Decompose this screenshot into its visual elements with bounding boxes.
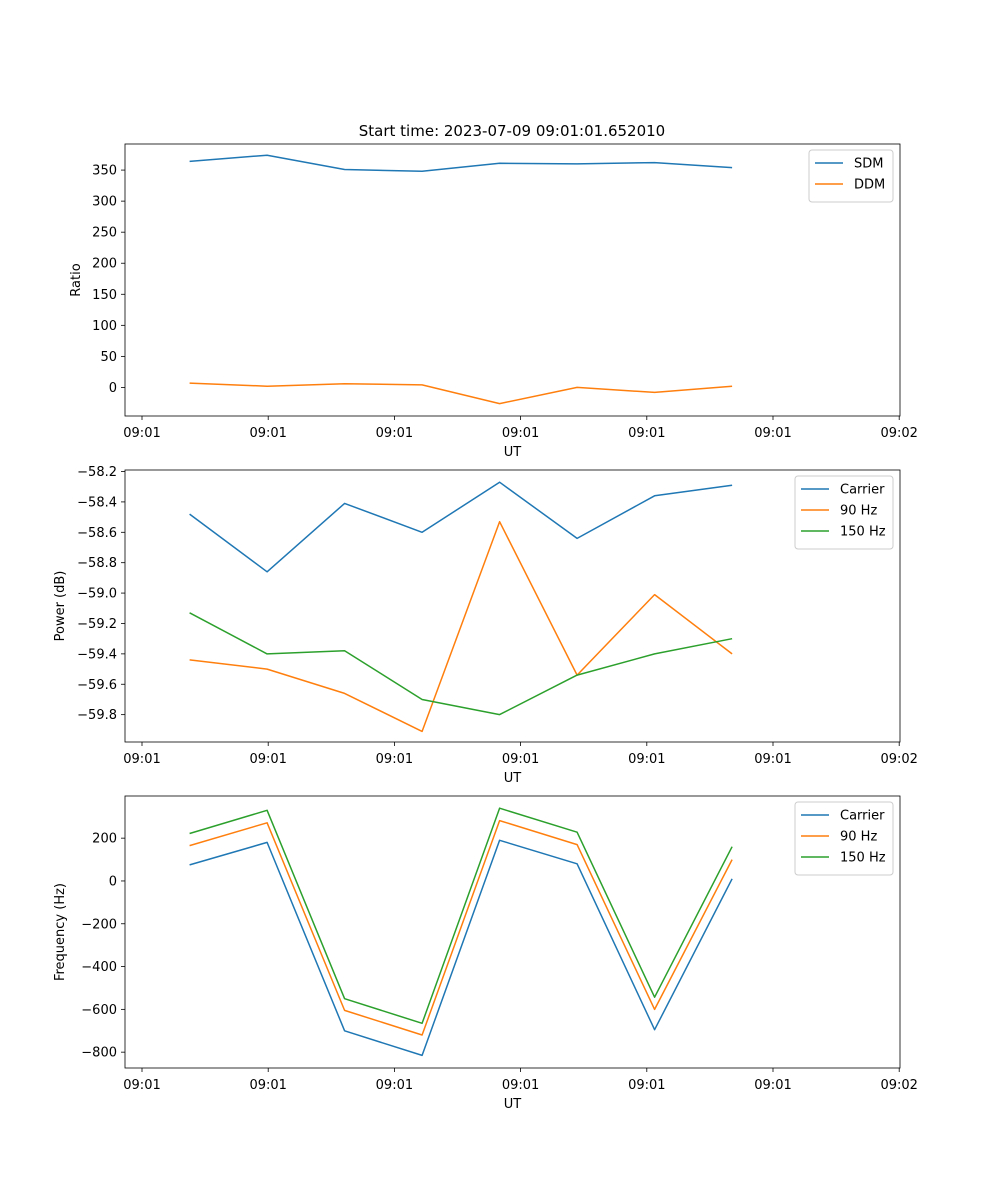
series-line-150-hz <box>189 612 733 716</box>
y-axis-label: Frequency (Hz) <box>53 883 68 981</box>
y-tick-label: −600 <box>81 1003 117 1018</box>
legend-label: SDM <box>854 157 883 172</box>
chart-panel-2: 09:01 09:01 09:01 09:01 09:01 09:01 09:02 UT −59… <box>53 465 918 786</box>
x-tick-label: 09:01 <box>502 426 539 441</box>
x-tick-label: 09:01 <box>376 1078 413 1093</box>
legend-label: 150 Hz <box>840 525 886 540</box>
x-tick-label: 09:01 <box>123 426 160 441</box>
legend: Carrier 90 Hz 150 Hz <box>794 801 894 876</box>
y-tick-label: 150 <box>92 288 117 303</box>
y-tick-label: 50 <box>100 350 117 365</box>
legend-label: 150 Hz <box>840 851 886 866</box>
series-line-90-hz <box>189 520 733 733</box>
y-tick-label: −59.8 <box>77 708 117 723</box>
y-tick-label: −59.0 <box>77 587 117 602</box>
y-tick-label: −58.6 <box>77 526 117 541</box>
x-tick-label: 09:01 <box>249 426 286 441</box>
legend-label: Carrier <box>840 809 885 824</box>
x-axis-label: UT <box>504 771 522 786</box>
chart-panel-1: 09:01 09:01 09:01 09:01 09:01 09:01 09:02 UT 0 50… <box>69 143 918 460</box>
legend-label: 90 Hz <box>840 830 877 845</box>
x-tick-label: 09:02 <box>880 1078 917 1093</box>
x-tick-label: 09:01 <box>502 1078 539 1093</box>
x-tick-label: 09:01 <box>628 752 665 767</box>
y-axis: 0 50 100 150 200 250 300 350 <box>92 164 125 396</box>
y-tick-label: −200 <box>81 917 117 932</box>
legend: Carrier 90 Hz 150 Hz <box>794 475 894 550</box>
x-tick-label: 09:01 <box>754 752 791 767</box>
y-tick-label: 0 <box>109 874 117 889</box>
x-axis: 09:01 09:01 09:01 09:01 09:01 09:01 09:02 <box>123 742 918 767</box>
x-tick-label: 09:01 <box>628 1078 665 1093</box>
y-axis-label: Ratio <box>69 263 84 296</box>
x-tick-label: 09:01 <box>628 426 665 441</box>
x-tick-label: 09:01 <box>376 752 413 767</box>
y-tick-label: −800 <box>81 1046 117 1061</box>
x-tick-label: 09:01 <box>754 426 791 441</box>
x-tick-label: 09:01 <box>502 752 539 767</box>
plot-frame <box>124 795 901 1069</box>
y-axis: −800 −600 −400 −200 0 200 <box>81 832 125 1061</box>
legend-label: Carrier <box>840 483 885 498</box>
y-tick-label: −59.4 <box>77 647 117 662</box>
y-tick-label: 200 <box>92 257 117 272</box>
y-tick-label: 350 <box>92 164 117 179</box>
y-tick-label: −58.4 <box>77 495 117 510</box>
x-tick-label: 09:01 <box>249 752 286 767</box>
x-axis: 09:01 09:01 09:01 09:01 09:01 09:01 09:02 <box>123 416 918 441</box>
y-tick-label: −58.2 <box>77 465 117 480</box>
y-tick-label: 300 <box>92 195 117 210</box>
x-axis-label: UT <box>504 445 522 460</box>
series-line-150-hz <box>189 807 733 1025</box>
legend-label: 90 Hz <box>840 504 877 519</box>
y-tick-label: −58.8 <box>77 556 117 571</box>
y-tick-label: 200 <box>92 832 117 847</box>
x-axis: 09:01 09:01 09:01 09:01 09:01 09:01 09:02 <box>123 1068 918 1093</box>
plot-frame <box>124 143 901 417</box>
y-tick-label: 250 <box>92 226 117 241</box>
y-tick-label: −59.2 <box>77 617 117 632</box>
y-tick-label: −400 <box>81 960 117 975</box>
legend: SDM DDM <box>808 149 894 203</box>
x-tick-label: 09:01 <box>376 426 413 441</box>
x-tick-label: 09:02 <box>880 752 917 767</box>
x-axis-label: UT <box>504 1097 522 1112</box>
y-tick-label: 0 <box>109 381 117 396</box>
x-tick-label: 09:01 <box>123 1078 160 1093</box>
y-axis-label: Power (dB) <box>53 571 68 642</box>
figure-title: Start time: 2023-07-09 09:01:01.652010 <box>359 122 665 140</box>
x-tick-label: 09:01 <box>123 752 160 767</box>
legend-label: DDM <box>854 178 885 193</box>
chart-panel-3: 09:01 09:01 09:01 09:01 09:01 09:01 09:02 UT −80… <box>53 795 918 1112</box>
x-tick-label: 09:01 <box>249 1078 286 1093</box>
y-tick-label: 100 <box>92 319 117 334</box>
y-axis: −59.8 −59.6 −59.4 −59.2 −59.0 −58.8 −58.6 −58.4… <box>77 465 125 723</box>
series-line-90-hz <box>189 819 733 1036</box>
series-line-carrier <box>189 839 733 1057</box>
y-tick-label: −59.6 <box>77 678 117 693</box>
x-tick-label: 09:01 <box>754 1078 791 1093</box>
series-line-sdm <box>189 154 733 173</box>
x-tick-label: 09:02 <box>880 426 917 441</box>
series-line-carrier <box>189 481 733 573</box>
plot-frame <box>124 469 901 743</box>
series-line-ddm <box>189 382 733 405</box>
